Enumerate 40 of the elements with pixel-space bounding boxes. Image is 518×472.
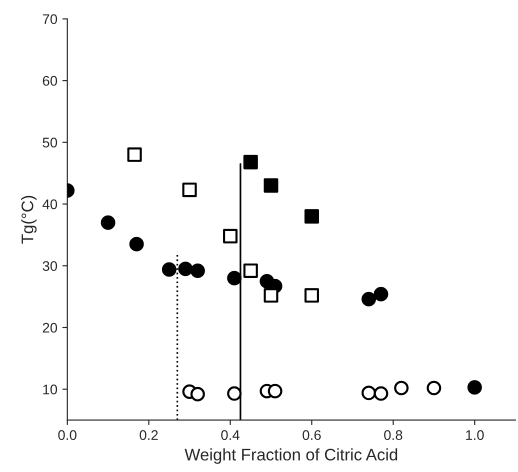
x-tick-label: 0.0 xyxy=(58,430,76,440)
y-tick-label: 20 xyxy=(42,322,58,333)
point xyxy=(374,386,388,401)
x-tick-label: 1.0 xyxy=(466,430,484,440)
point xyxy=(223,228,238,244)
point xyxy=(243,263,258,278)
x-tick-label: 0.6 xyxy=(302,430,321,440)
point xyxy=(362,292,376,306)
y-tick-label: 30 xyxy=(42,261,58,271)
point xyxy=(182,182,197,198)
x-axis-title: Weight Fraction of Citric Acid xyxy=(184,448,398,464)
point xyxy=(190,386,205,402)
y-tick-label: 60 xyxy=(42,76,58,86)
x-tick-label: 0.8 xyxy=(384,430,402,440)
point xyxy=(100,215,116,230)
point xyxy=(162,262,176,277)
point xyxy=(374,286,388,302)
point xyxy=(394,380,409,396)
x-tick-label: 0.4 xyxy=(221,430,240,440)
point xyxy=(467,380,482,395)
y-axis-title: Tg(°C) xyxy=(21,196,37,244)
point xyxy=(362,386,376,400)
y-tick-label: 40 xyxy=(42,199,58,210)
point xyxy=(426,380,442,396)
point xyxy=(304,209,319,224)
y-tick-label: 70 xyxy=(42,14,58,24)
point xyxy=(178,262,193,276)
y-tick-label: 50 xyxy=(42,138,58,148)
point xyxy=(190,263,205,278)
y-tick-label: 10 xyxy=(43,384,58,394)
point xyxy=(264,178,278,193)
point xyxy=(304,288,319,303)
point xyxy=(127,147,142,162)
point xyxy=(227,386,242,401)
point xyxy=(264,288,278,303)
point xyxy=(227,270,242,286)
point xyxy=(129,236,144,252)
point xyxy=(268,384,282,398)
x-tick-label: 0.2 xyxy=(140,430,158,440)
point xyxy=(243,154,258,170)
